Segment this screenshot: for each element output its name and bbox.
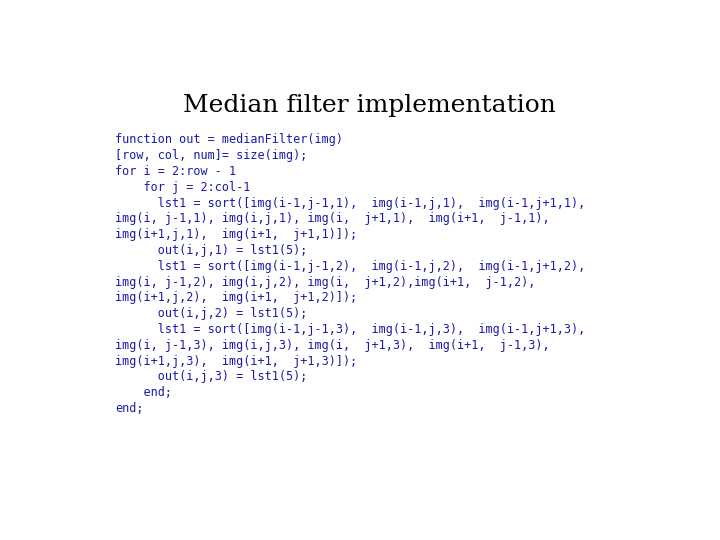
Text: img(i+1,j,2),  img(i+1,  j+1,2)]);: img(i+1,j,2), img(i+1, j+1,2)]); [115, 292, 357, 305]
Text: function out = medianFilter(img): function out = medianFilter(img) [115, 133, 343, 146]
Text: for i = 2:row - 1: for i = 2:row - 1 [115, 165, 236, 178]
Text: img(i, j-1,3), img(i,j,3), img(i,  j+1,3),  img(i+1,  j-1,3),: img(i, j-1,3), img(i,j,3), img(i, j+1,3)… [115, 339, 550, 352]
Text: img(i+1,j,1),  img(i+1,  j+1,1)]);: img(i+1,j,1), img(i+1, j+1,1)]); [115, 228, 357, 241]
Text: [row, col, num]= size(img);: [row, col, num]= size(img); [115, 149, 307, 162]
Text: lst1 = sort([img(i-1,j-1,1),  img(i-1,j,1),  img(i-1,j+1,1),: lst1 = sort([img(i-1,j-1,1), img(i-1,j,1… [115, 197, 585, 210]
Text: lst1 = sort([img(i-1,j-1,2),  img(i-1,j,2),  img(i-1,j+1,2),: lst1 = sort([img(i-1,j-1,2), img(i-1,j,2… [115, 260, 585, 273]
Text: img(i, j-1,2), img(i,j,2), img(i,  j+1,2),img(i+1,  j-1,2),: img(i, j-1,2), img(i,j,2), img(i, j+1,2)… [115, 275, 536, 288]
Text: img(i+1,j,3),  img(i+1,  j+1,3)]);: img(i+1,j,3), img(i+1, j+1,3)]); [115, 355, 357, 368]
Text: out(i,j,1) = lst1(5);: out(i,j,1) = lst1(5); [115, 244, 307, 257]
Text: out(i,j,2) = lst1(5);: out(i,j,2) = lst1(5); [115, 307, 307, 320]
Text: for j = 2:col-1: for j = 2:col-1 [115, 181, 251, 194]
Text: end;: end; [115, 386, 172, 399]
Text: end;: end; [115, 402, 143, 415]
Text: lst1 = sort([img(i-1,j-1,3),  img(i-1,j,3),  img(i-1,j+1,3),: lst1 = sort([img(i-1,j-1,3), img(i-1,j,3… [115, 323, 585, 336]
Text: out(i,j,3) = lst1(5);: out(i,j,3) = lst1(5); [115, 370, 307, 383]
Text: Median filter implementation: Median filter implementation [183, 94, 555, 117]
Text: img(i, j-1,1), img(i,j,1), img(i,  j+1,1),  img(i+1,  j-1,1),: img(i, j-1,1), img(i,j,1), img(i, j+1,1)… [115, 212, 550, 225]
